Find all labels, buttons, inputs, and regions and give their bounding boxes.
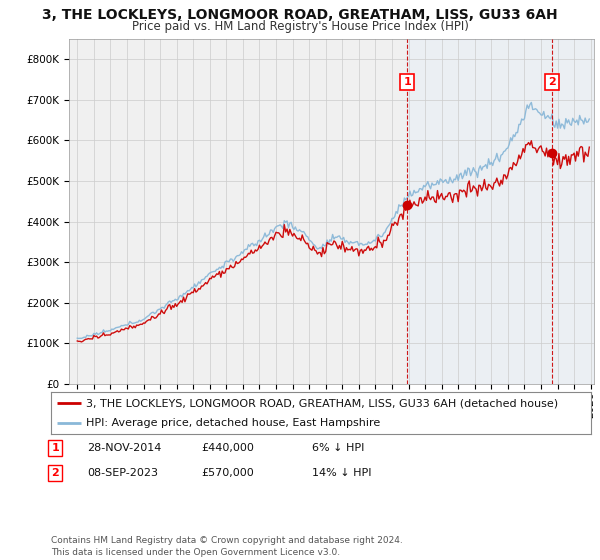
Text: £570,000: £570,000 — [201, 468, 254, 478]
Text: 14% ↓ HPI: 14% ↓ HPI — [312, 468, 371, 478]
Text: 3, THE LOCKLEYS, LONGMOOR ROAD, GREATHAM, LISS, GU33 6AH (detached house): 3, THE LOCKLEYS, LONGMOOR ROAD, GREATHAM… — [86, 398, 558, 408]
Text: Price paid vs. HM Land Registry's House Price Index (HPI): Price paid vs. HM Land Registry's House … — [131, 20, 469, 32]
Text: 08-SEP-2023: 08-SEP-2023 — [87, 468, 158, 478]
Text: 2: 2 — [52, 468, 59, 478]
Text: 6% ↓ HPI: 6% ↓ HPI — [312, 443, 364, 453]
Text: 2: 2 — [548, 77, 556, 87]
Text: 3, THE LOCKLEYS, LONGMOOR ROAD, GREATHAM, LISS, GU33 6AH: 3, THE LOCKLEYS, LONGMOOR ROAD, GREATHAM… — [42, 8, 558, 22]
Text: 28-NOV-2014: 28-NOV-2014 — [87, 443, 161, 453]
Text: Contains HM Land Registry data © Crown copyright and database right 2024.
This d: Contains HM Land Registry data © Crown c… — [51, 536, 403, 557]
Bar — [407, 39, 594, 384]
Text: £440,000: £440,000 — [201, 443, 254, 453]
Text: 1: 1 — [403, 77, 411, 87]
Text: HPI: Average price, detached house, East Hampshire: HPI: Average price, detached house, East… — [86, 418, 380, 428]
Text: 1: 1 — [52, 443, 59, 453]
